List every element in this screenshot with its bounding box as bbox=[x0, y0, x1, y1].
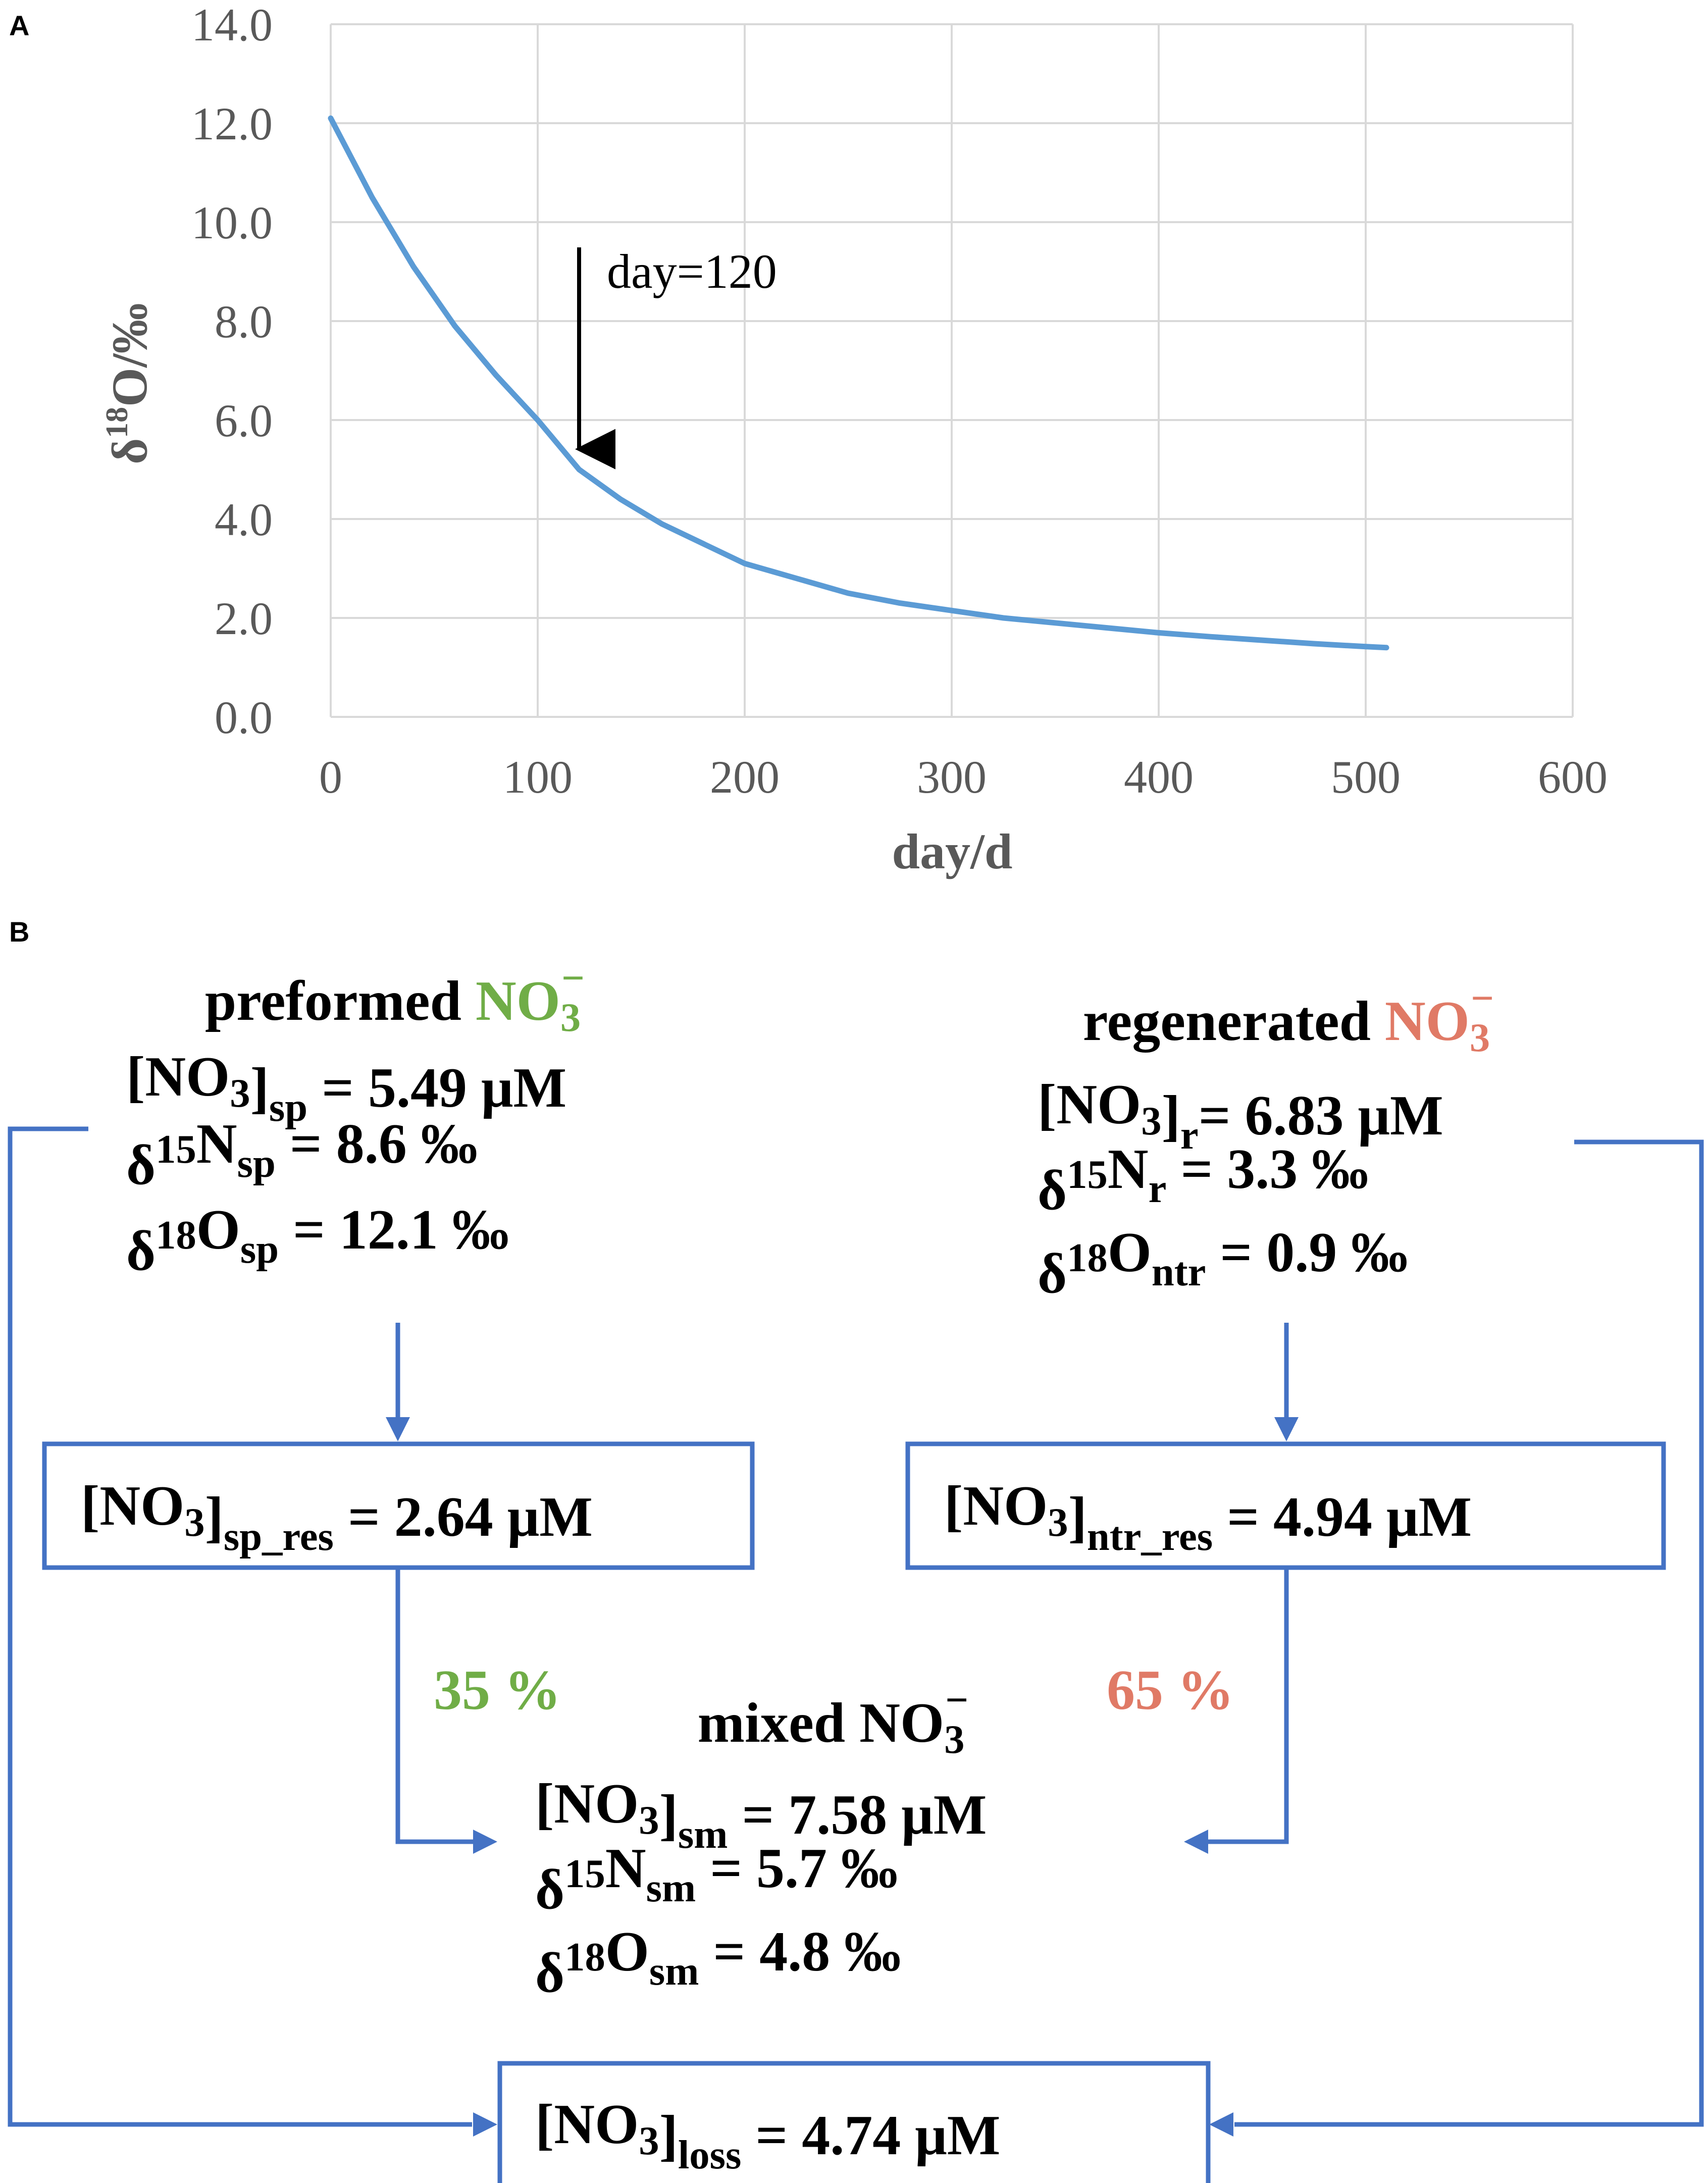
preformed-title: preformed NO3− bbox=[205, 956, 585, 1040]
panel-b-label: B bbox=[9, 916, 29, 948]
preformed-to-loss-line bbox=[8, 1126, 472, 2127]
arrowhead-down bbox=[1274, 1417, 1299, 1441]
x-tick-labels: 0 100 200 300 400 500 600 bbox=[319, 751, 1608, 803]
x-tick-label: 600 bbox=[1538, 751, 1608, 803]
panel-b-flow-diagram: B preformed NO3−[NO3]sp = 5.49 μMδ15Nsp … bbox=[8, 916, 1704, 2183]
y-tick-label: 6.0 bbox=[215, 395, 273, 446]
percent-preformed: 35 % bbox=[434, 1659, 561, 1722]
x-tick-label: 100 bbox=[503, 751, 573, 803]
regenerated-concentration: [NO3]r= 6.83 μM bbox=[1038, 1073, 1443, 1158]
arrowhead-left bbox=[1209, 2112, 1233, 2137]
arrowhead-right bbox=[473, 1830, 497, 1854]
mixed-delta15n: δ15Nsm = 5.7 ‰ bbox=[535, 1837, 898, 1921]
preformed-delta15n: δ15Nsp = 8.6 ‰ bbox=[126, 1113, 478, 1197]
arrowhead-down bbox=[386, 1417, 410, 1441]
y-tick-label: 0.0 bbox=[215, 692, 273, 743]
regenerated-delta18o: δ18Ontr = 0.9 ‰ bbox=[1038, 1221, 1408, 1305]
sp-res-to-mixed-line bbox=[395, 1568, 475, 1844]
y-axis-label: δ18O/‰ bbox=[100, 303, 158, 464]
result-boxes bbox=[42, 1441, 1666, 2183]
panel-a-label: A bbox=[9, 10, 29, 41]
y-tick-label: 14.0 bbox=[191, 0, 273, 50]
delta18o-curve bbox=[328, 115, 1389, 651]
y-tick-labels: 0.0 2.0 4.0 6.0 8.0 10.0 12.0 14.0 bbox=[191, 0, 273, 743]
regenerated-title: regenerated NO3− bbox=[1083, 976, 1494, 1060]
ntr-res-box bbox=[905, 1441, 1666, 1570]
preformed-delta18o: δ18Osp = 12.1 ‰ bbox=[126, 1199, 509, 1282]
y-tick-label: 10.0 bbox=[191, 197, 273, 248]
preformed-concentration: [NO3]sp = 5.49 μM bbox=[126, 1046, 566, 1130]
arrowhead-right bbox=[473, 2112, 497, 2137]
sp-res-box bbox=[42, 1441, 755, 1570]
y-tick-label: 2.0 bbox=[215, 593, 273, 644]
ntr-res-to-mixed-line bbox=[1207, 1568, 1289, 1844]
x-tick-label: 400 bbox=[1124, 751, 1194, 803]
panel-a-line-chart: A 0.0 2.0 4.0 6.0 8.0 10.0 12.0 14.0 0 100 200 300… bbox=[9, 0, 1608, 879]
flow-connectors bbox=[8, 1126, 1704, 2137]
arrowhead-left bbox=[1184, 1830, 1208, 1854]
percent-regenerated: 65 % bbox=[1107, 1659, 1234, 1722]
x-tick-label: 300 bbox=[917, 751, 987, 803]
ntr-res-value: [NO3]ntr_res = 4.94 μM bbox=[944, 1475, 1472, 1559]
mixed-concentration: [NO3]sm = 7.58 μM bbox=[535, 1773, 987, 1857]
y-tick-label: 12.0 bbox=[191, 98, 273, 149]
y-tick-label: 8.0 bbox=[215, 296, 273, 347]
mixed-title: mixed NO3− bbox=[698, 1678, 969, 1762]
x-tick-label: 0 bbox=[319, 751, 342, 803]
x-tick-label: 500 bbox=[1331, 751, 1401, 803]
loss-value: [NO3]loss = 4.74 μM bbox=[535, 2093, 1000, 2177]
regenerated-delta15n: δ15Nr = 3.3 ‰ bbox=[1038, 1138, 1368, 1222]
regenerated-to-loss-line bbox=[1234, 1139, 1704, 2127]
mixed-delta18o: δ18Osm = 4.8 ‰ bbox=[535, 1920, 901, 2004]
x-axis-label: day/d bbox=[892, 823, 1012, 879]
loss-box bbox=[497, 2061, 1211, 2183]
sp-res-value: [NO3]sp_res = 2.64 μM bbox=[81, 1475, 593, 1559]
y-tick-label: 4.0 bbox=[215, 494, 273, 545]
day120-annotation: day=120 bbox=[607, 244, 777, 298]
x-tick-label: 200 bbox=[710, 751, 780, 803]
